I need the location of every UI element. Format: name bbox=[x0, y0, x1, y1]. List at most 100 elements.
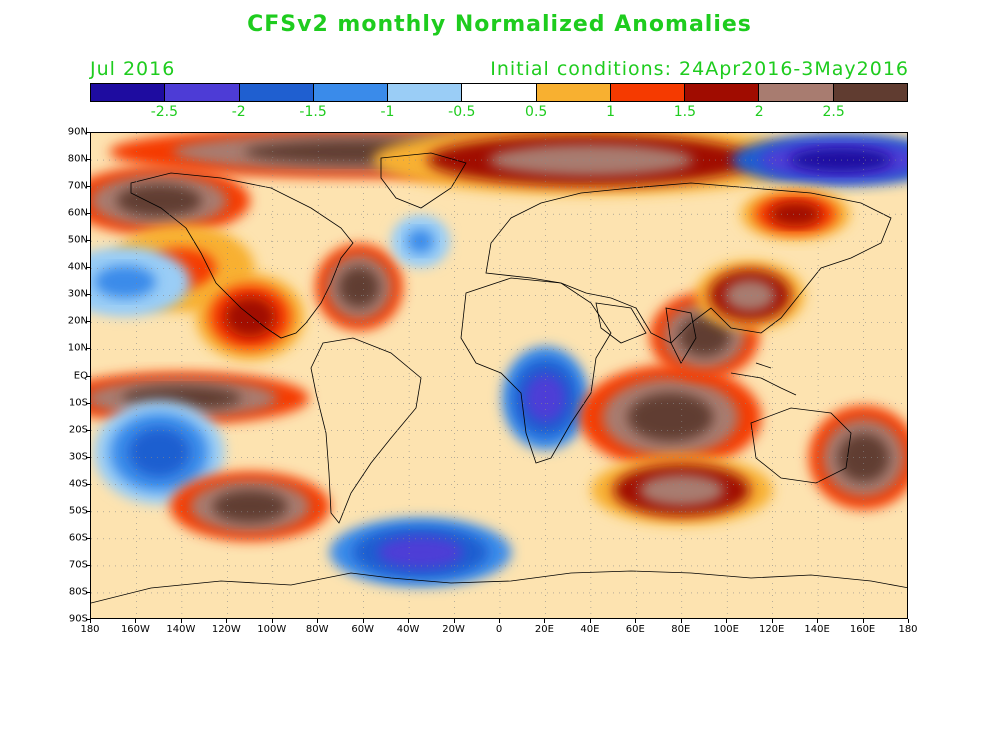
indonesia-outline bbox=[730, 362, 797, 396]
latitude-tick bbox=[86, 429, 90, 431]
legend-swatch bbox=[759, 84, 834, 101]
anomaly-s-atlantic-cold bbox=[377, 536, 464, 569]
longitude-tick bbox=[635, 619, 637, 623]
anomaly-s-indian-warm bbox=[639, 473, 725, 507]
longitude-label: 140E bbox=[804, 624, 830, 635]
latitude-label: 90N bbox=[67, 126, 88, 138]
north-america-outline bbox=[130, 172, 354, 339]
anomaly-se-pacific-cold bbox=[128, 427, 190, 477]
eurasia-outline bbox=[485, 182, 892, 344]
longitude-label: 120E bbox=[758, 624, 785, 635]
legend-label: 1 bbox=[606, 104, 615, 120]
legend-swatch bbox=[91, 84, 166, 101]
latitude-label: 60N bbox=[67, 207, 88, 219]
greenland-outline bbox=[380, 152, 467, 209]
latitude-label: 40N bbox=[67, 261, 88, 273]
legend-label: 1.5 bbox=[673, 104, 697, 120]
legend-label: 2 bbox=[754, 104, 764, 120]
anomaly-alaska-warm bbox=[116, 184, 202, 217]
latitude-label: 50N bbox=[67, 234, 88, 246]
map-title: CFSv2 monthly Normalized Anomalies bbox=[247, 12, 752, 37]
legend-swatch bbox=[610, 84, 686, 101]
legend-label: 0.5 bbox=[525, 104, 548, 120]
longitude-label: 80W bbox=[305, 624, 329, 635]
color-legend bbox=[90, 83, 908, 102]
longitude-tick bbox=[90, 619, 91, 623]
legend-label: -0.5 bbox=[448, 104, 476, 120]
legend-swatch bbox=[313, 84, 389, 101]
legend-label: -1.5 bbox=[299, 104, 327, 120]
latitude-label: 70S bbox=[68, 559, 88, 571]
longitude-label: 0 bbox=[495, 624, 503, 635]
longitude-tick bbox=[226, 619, 228, 623]
initial-conditions: Initial conditions: 24Apr2016-3May2016 bbox=[490, 58, 909, 80]
longitude-label: 80E bbox=[671, 624, 691, 635]
latitude-tick bbox=[86, 591, 90, 593]
latitude-tick bbox=[86, 483, 90, 485]
anomaly-nw-atlantic-warm bbox=[338, 266, 380, 308]
longitude-tick bbox=[362, 619, 364, 623]
legend-swatch bbox=[388, 84, 463, 101]
latitude-tick bbox=[86, 456, 90, 458]
latitude-tick bbox=[86, 402, 90, 404]
latitude-tick bbox=[86, 348, 90, 350]
longitude-tick bbox=[771, 619, 773, 623]
antarctica-outline bbox=[91, 570, 907, 604]
latitude-label: 40S bbox=[68, 478, 88, 490]
longitude-tick bbox=[271, 619, 273, 623]
longitude-label: 180 bbox=[898, 624, 918, 635]
longitude-label: 120W bbox=[211, 624, 241, 635]
latitude-tick bbox=[86, 564, 90, 566]
longitude-tick bbox=[589, 619, 591, 623]
latitude-label: 50S bbox=[68, 505, 88, 517]
longitude-label: 180 bbox=[80, 624, 100, 635]
latitude-tick bbox=[86, 510, 90, 512]
legend-label: -1 bbox=[380, 104, 395, 120]
longitude-tick bbox=[680, 619, 682, 623]
longitude-tick bbox=[453, 619, 455, 623]
anomaly-siberia-warm bbox=[769, 201, 821, 227]
latitude-tick bbox=[86, 186, 90, 188]
anomaly-arctic-east-cold bbox=[789, 147, 892, 173]
legend-label: -2 bbox=[231, 104, 246, 120]
latitude-tick bbox=[86, 294, 90, 296]
latitude-label: 20S bbox=[68, 424, 88, 436]
longitude-label: 100W bbox=[257, 624, 287, 635]
latitude-tick bbox=[86, 267, 90, 269]
latitude-label: 80S bbox=[68, 586, 88, 598]
anomaly-s-pacific-warm bbox=[212, 490, 288, 523]
longitude-tick bbox=[726, 619, 728, 623]
latitude-tick bbox=[86, 132, 90, 133]
africa-outline bbox=[460, 277, 612, 464]
legend-swatch bbox=[536, 84, 611, 101]
longitude-tick bbox=[408, 619, 410, 623]
continent-outlines bbox=[91, 152, 907, 604]
longitude-tick bbox=[499, 619, 500, 623]
longitude-label: 140W bbox=[166, 624, 196, 635]
legend-swatch bbox=[685, 84, 760, 101]
legend-swatch bbox=[165, 84, 240, 101]
legend-label: 2.5 bbox=[822, 104, 845, 120]
anomaly-arctic-siberia-warm bbox=[488, 143, 694, 177]
latitude-tick bbox=[86, 537, 90, 539]
latitude-label: 20N bbox=[67, 315, 88, 327]
latitude-label: 30S bbox=[68, 451, 88, 463]
latitude-label: 80N bbox=[67, 153, 88, 165]
south-america-outline bbox=[310, 337, 422, 524]
latitude-label: 60S bbox=[68, 532, 88, 544]
latitude-tick bbox=[86, 375, 90, 377]
latitude-tick bbox=[86, 240, 90, 242]
legend-swatch bbox=[239, 84, 314, 101]
latitude-label: 10S bbox=[68, 397, 88, 409]
latitude-label: 30N bbox=[67, 288, 88, 300]
anomaly-n-atlantic-cold bbox=[406, 229, 435, 254]
latitude-tick bbox=[86, 321, 90, 323]
latitude-label: 90S bbox=[68, 613, 88, 625]
anomaly-africa-cold bbox=[524, 373, 566, 423]
longitude-tick bbox=[135, 619, 137, 623]
latitude-tick bbox=[86, 213, 90, 215]
latitude-tick bbox=[86, 159, 90, 161]
longitude-label: 20W bbox=[442, 624, 465, 635]
longitude-tick bbox=[180, 619, 182, 623]
longitude-label: 40W bbox=[396, 624, 420, 635]
